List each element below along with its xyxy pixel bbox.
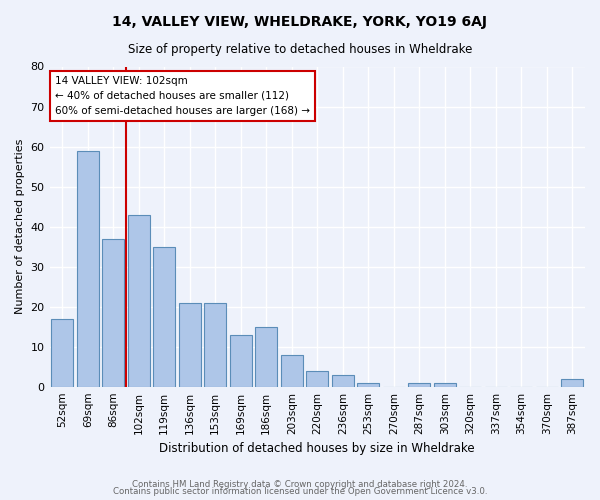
Bar [307, 370, 328, 386]
Bar [434, 382, 455, 386]
Bar [409, 382, 430, 386]
Bar [205, 302, 226, 386]
Bar [358, 382, 379, 386]
Text: Size of property relative to detached houses in Wheldrake: Size of property relative to detached ho… [128, 42, 472, 56]
Bar [103, 238, 124, 386]
Text: Contains public sector information licensed under the Open Government Licence v3: Contains public sector information licen… [113, 487, 487, 496]
Text: 14, VALLEY VIEW, WHELDRAKE, YORK, YO19 6AJ: 14, VALLEY VIEW, WHELDRAKE, YORK, YO19 6… [113, 15, 487, 29]
Bar [52, 318, 73, 386]
Bar [128, 214, 149, 386]
Bar [562, 378, 583, 386]
Bar [154, 246, 175, 386]
Bar [179, 302, 200, 386]
Bar [256, 326, 277, 386]
Bar [332, 374, 353, 386]
Bar [230, 334, 251, 386]
Y-axis label: Number of detached properties: Number of detached properties [15, 139, 25, 314]
Bar [281, 354, 302, 386]
Text: 14 VALLEY VIEW: 102sqm
← 40% of detached houses are smaller (112)
60% of semi-de: 14 VALLEY VIEW: 102sqm ← 40% of detached… [55, 76, 310, 116]
Text: Contains HM Land Registry data © Crown copyright and database right 2024.: Contains HM Land Registry data © Crown c… [132, 480, 468, 489]
X-axis label: Distribution of detached houses by size in Wheldrake: Distribution of detached houses by size … [160, 442, 475, 455]
Bar [77, 150, 98, 386]
